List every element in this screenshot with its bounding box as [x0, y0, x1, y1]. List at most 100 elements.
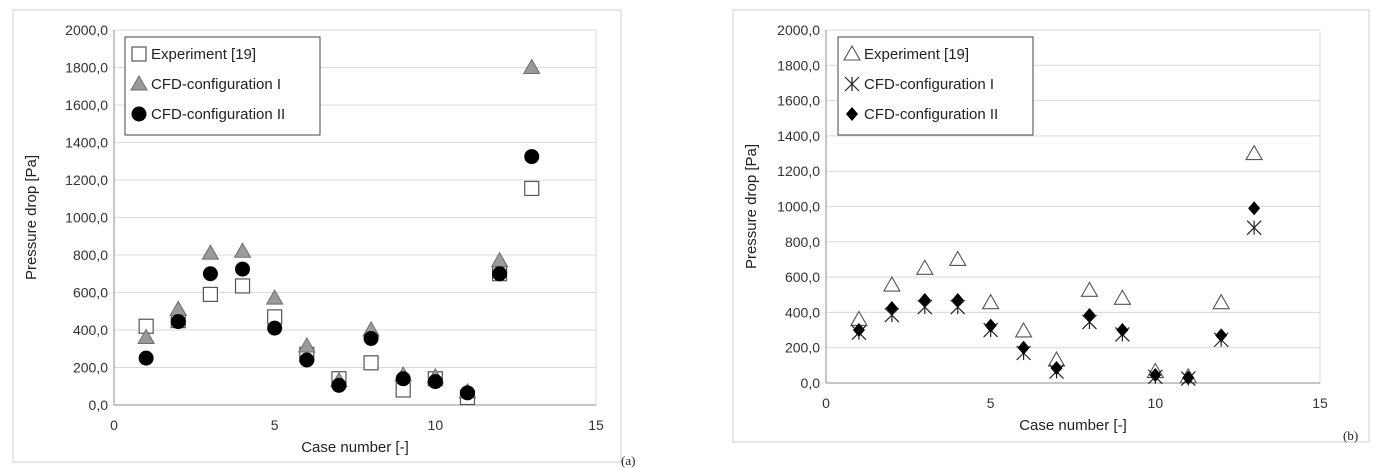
chart-a-legend-label: CFD-configuration I [151, 76, 281, 93]
chart-a-ytick-label: 1600,0 [65, 97, 108, 113]
chart-b-series-3-point [1248, 201, 1261, 216]
chart-b-xtick-label: 5 [987, 395, 995, 411]
chart-b-series-1-point [915, 259, 934, 275]
chart-a-series-2-point [201, 244, 220, 260]
chart-a-series-3-point [170, 314, 186, 330]
chart-a-series-1-point [524, 180, 540, 197]
chart-a-series-3-point [202, 266, 218, 282]
chart-b-ytick-label: 200,0 [785, 340, 820, 356]
chart-a-legend-label: Experiment [19] [151, 46, 256, 63]
chart-b-legend-marker [843, 44, 861, 61]
chart-b-series-3-point [1050, 360, 1063, 375]
chart-b-series-3-point [1017, 340, 1030, 355]
chart-b-ytick-label: 0,0 [801, 375, 821, 391]
chart-b-legend-marker [846, 107, 858, 121]
chart-b-legend-entry: CFD-configuration II [846, 106, 998, 123]
chart-a-series-3-point [299, 352, 315, 368]
chart-a-legend-marker [131, 106, 147, 122]
chart-a-legend-entry: CFD-configuration I [130, 74, 281, 93]
chart-b-ytick-label: 400,0 [785, 304, 820, 320]
chart-b-ytick-label: 1200,0 [777, 163, 820, 179]
chart-b-frame [732, 9, 1370, 443]
chart-a-series-3-point [524, 149, 540, 165]
chart-a-legend-marker [130, 74, 148, 91]
chart-a-ytick-label: 400,0 [73, 322, 108, 338]
chart-a-legend: Experiment [19] CFD-configuration I CFD-co… [124, 36, 321, 136]
chart-b-ytick-label: 1400,0 [777, 128, 820, 144]
chart-b-legend-label: CFD-configuration I [864, 76, 994, 93]
chart-a-legend-label: CFD-configuration II [151, 106, 285, 123]
chart-b-ytick-label: 1600,0 [777, 93, 820, 109]
chart-a: 0,0 200,0 400,0 600,0 800,0 1000,0 1200,0 1400,… [23, 22, 635, 468]
chart-a-series-2-point [233, 242, 252, 258]
chart-b-legend-label: CFD-configuration II [864, 106, 998, 123]
chart-a-x-axis-label: Case number [-] [301, 439, 409, 456]
chart-b-series-1-point [882, 275, 901, 292]
chart-a-ytick-label: 2000,0 [65, 22, 108, 38]
chart-a-series-1-point [363, 355, 379, 371]
chart-b-ytick-label: 2000,0 [777, 22, 820, 38]
chart-b-x-axis-label: Case number [-] [1019, 417, 1127, 434]
chart-a-legend-entry: CFD-configuration II [131, 106, 285, 123]
chart-a-panel-label: (a) [621, 453, 635, 468]
chart-a-frame [12, 9, 622, 463]
chart-a-ytick-label: 1400,0 [65, 135, 108, 151]
chart-b-ytick-label: 1800,0 [777, 57, 820, 73]
chart-b-ytick-label: 1000,0 [777, 199, 820, 215]
chart-a-series-3-point [459, 385, 475, 401]
chart-b-xtick-label: 15 [1312, 395, 1328, 411]
chart-a-series-3-point [235, 261, 251, 277]
chart-b-legend-entry: CFD-configuration I [844, 76, 994, 93]
chart-b-series-2-point [1246, 220, 1262, 236]
chart-b-series-3-point [1215, 328, 1228, 343]
chart-b-series-1-point [1014, 321, 1033, 338]
chart-b: 0,0 200,0 400,0 600,0 800,0 1000,0 1200,0 1400,… [743, 22, 1358, 443]
chart-a-xtick-label: 5 [271, 417, 279, 433]
chart-b-legend-label: Experiment [19] [864, 46, 969, 63]
chart-b-series-3-point [1083, 308, 1096, 323]
chart-b-xtick-label: 10 [1148, 395, 1164, 411]
chart-a-ytick-label: 1200,0 [65, 172, 108, 188]
chart-a-series-3-point [492, 266, 508, 282]
chart-a-series-1-point [202, 286, 218, 302]
chart-a-series-2-point [137, 328, 155, 344]
chart-b-y-axis-label: Pressure drop [Pa] [743, 144, 760, 269]
chart-b-series-1-point [1113, 289, 1132, 305]
chart-a-series-3-point [395, 371, 411, 387]
chart-a-series-2-point [522, 58, 541, 74]
chart-a-series-2-point [297, 336, 316, 353]
chart-b-series-1-point [948, 250, 967, 267]
chart-a-series-1-point [234, 278, 251, 294]
chart-a-series-3-point [363, 330, 379, 346]
chart-a-ytick-label: 1000,0 [65, 210, 108, 226]
chart-b-series-3-point [885, 300, 898, 315]
chart-b-series-3-point [1149, 368, 1162, 383]
chart-a-legend-marker [131, 46, 147, 62]
chart-b-legend-marker [844, 76, 860, 92]
chart-a-legend-entry: Experiment [19] [131, 46, 256, 63]
chart-b-series-3-point [984, 318, 997, 333]
chart-a-series-2-point [169, 300, 188, 316]
chart-b-series-3-point [1182, 370, 1195, 385]
chart-a-xtick-label: 0 [110, 417, 118, 433]
chart-b-panel-label: (b) [1343, 428, 1358, 443]
chart-b-xtick-label: 0 [822, 395, 830, 411]
chart-b-ytick-label: 800,0 [785, 234, 820, 250]
chart-a-series-3-point [267, 320, 283, 336]
chart-a-ytick-label: 800,0 [73, 247, 108, 263]
chart-a-series-3-point [331, 377, 347, 393]
chart-a-series-2-point [265, 289, 284, 305]
chart-a-xtick-label: 10 [428, 417, 444, 433]
chart-b-legend: Experiment [19] CFD-configuration I CFD-co… [837, 36, 1034, 136]
chart-b-series-1-point [1212, 293, 1231, 310]
chart-a-xtick-label: 15 [588, 417, 604, 433]
chart-a-ytick-label: 600,0 [73, 285, 108, 301]
chart-a-series-3-point [138, 350, 154, 366]
chart-a-y-axis-label: Pressure drop [Pa] [23, 155, 40, 280]
chart-b-ytick-label: 600,0 [785, 269, 820, 285]
chart-a-legend-box [124, 36, 321, 136]
chart-b-series-1-point [981, 293, 1000, 310]
chart-b-series-1-point [1245, 144, 1264, 161]
chart-b-legend-box [837, 36, 1034, 136]
